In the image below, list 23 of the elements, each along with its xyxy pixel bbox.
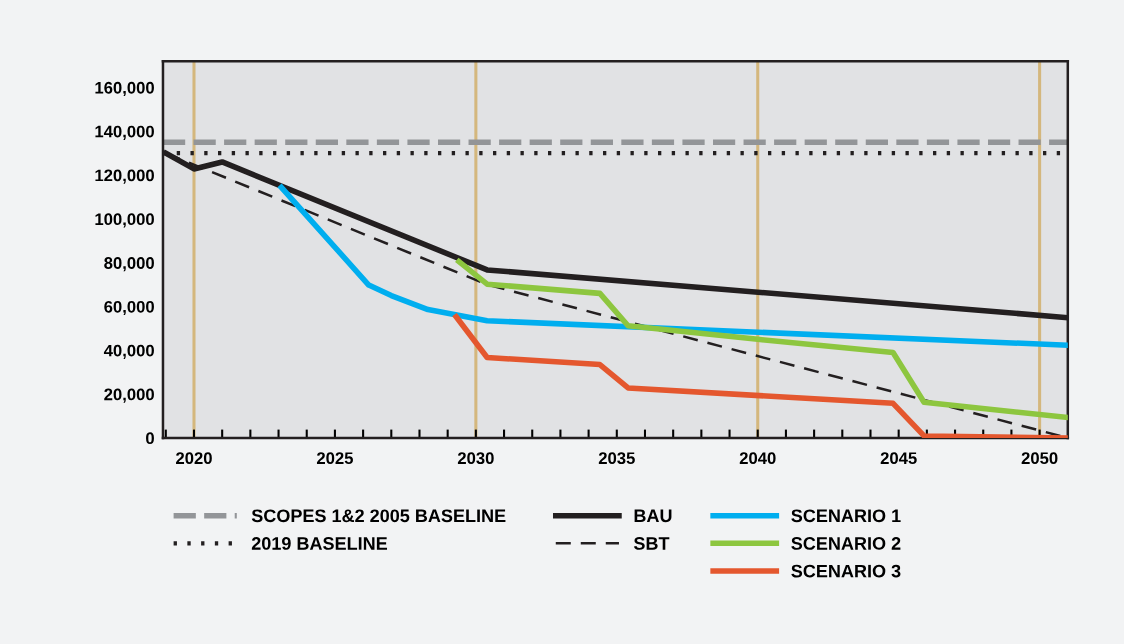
y-tick-label: 20,000 [104, 388, 154, 403]
x-tick-label: 2020 [176, 452, 212, 465]
x-tick-label: 2045 [880, 452, 917, 465]
y-tick-label: 40,000 [103, 344, 154, 359]
legend-label: BAU [634, 509, 672, 523]
legend-label: SCENARIO 2 [791, 537, 901, 550]
x-tick-label: 2040 [739, 452, 776, 465]
legend-label: SCOPES 1&2 2005 BASELINE [251, 509, 506, 523]
x-tick-label: 2030 [457, 452, 494, 465]
legend-label: 2019 BASELINE [251, 537, 388, 550]
legend-label: SCENARIO 3 [791, 564, 901, 578]
y-tick-label: 0 [146, 432, 154, 445]
y-tick-label: 60,000 [104, 300, 154, 316]
legend-label: SBT [633, 537, 670, 550]
y-tick-label: 140,000 [95, 125, 154, 140]
y-tick-label: 100,000 [95, 213, 154, 228]
y-tick-label: 160,000 [95, 81, 154, 97]
x-tick-label: 2035 [598, 452, 635, 465]
y-tick-label: 80,000 [104, 257, 154, 272]
x-tick-label: 2025 [316, 452, 353, 465]
x-tick-label: 2050 [1021, 452, 1058, 465]
y-tick-label: 120,000 [95, 169, 154, 184]
legend-label: SCENARIO 1 [791, 509, 901, 523]
